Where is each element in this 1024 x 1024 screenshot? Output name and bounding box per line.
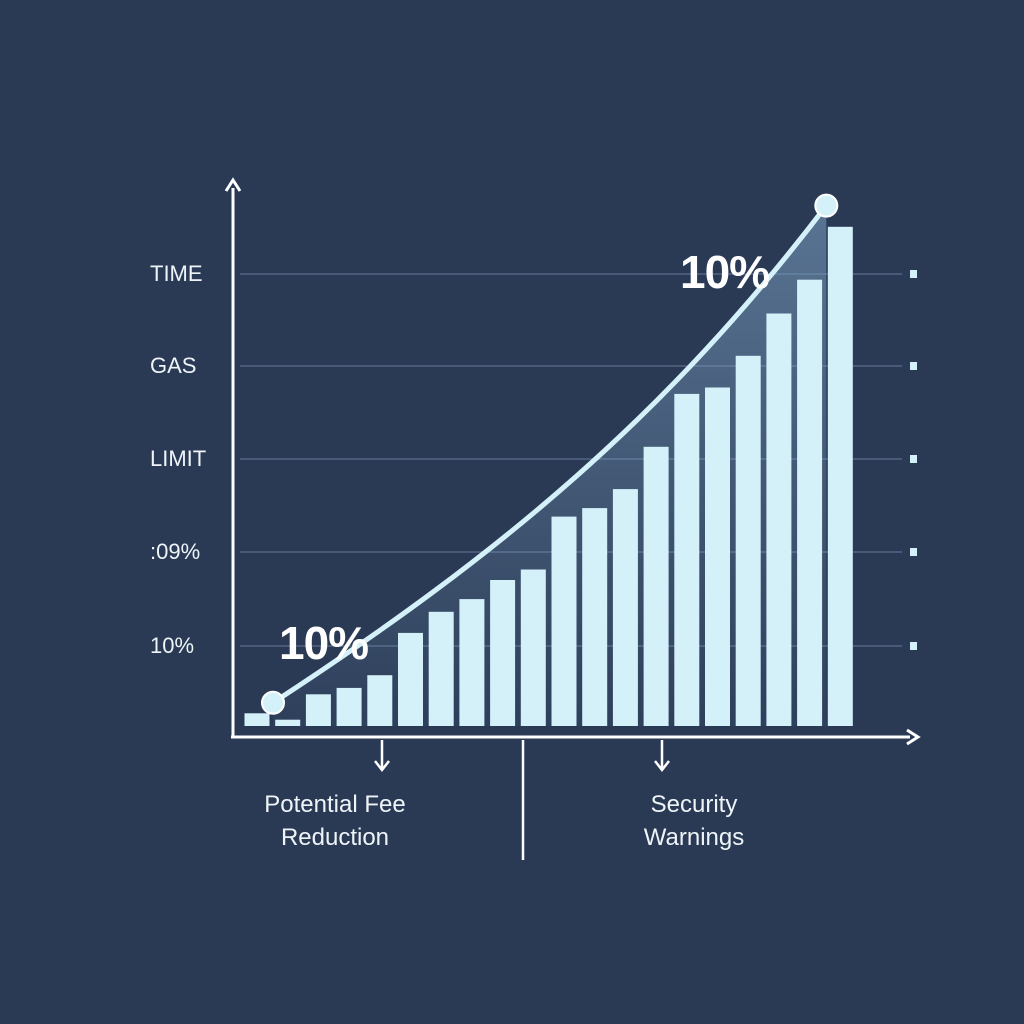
bar-16 xyxy=(705,387,730,726)
callout-fee-line2: Reduction xyxy=(280,824,390,851)
trend-line xyxy=(270,203,829,706)
x-axis-arrow xyxy=(906,728,921,746)
bar-7 xyxy=(428,611,454,726)
annotation-upper: 10% xyxy=(680,246,770,298)
callout-fee-line1: Potential Fee xyxy=(264,791,406,818)
axes xyxy=(224,177,921,860)
y-tick-label-time: TIME xyxy=(150,261,203,286)
callout-security-line1: Security xyxy=(650,791,738,818)
y-tick-label-gas: GAS xyxy=(150,353,197,378)
tick-marker-1 xyxy=(910,270,917,278)
bar-9 xyxy=(490,580,516,726)
y-axis-arrow xyxy=(224,177,242,192)
y-tick-label-09: :09% xyxy=(150,539,201,564)
bar-13 xyxy=(612,489,638,726)
annotation-lower: 10% xyxy=(279,617,369,669)
right-tick-markers xyxy=(910,270,917,650)
callout-security-line2: Warnings xyxy=(643,824,745,851)
bar-8 xyxy=(459,599,485,726)
bar-14 xyxy=(643,446,669,726)
bar-19 xyxy=(797,279,823,726)
bar-1 xyxy=(244,713,270,726)
callout-security-warnings: Security Warnings xyxy=(564,788,824,854)
bar-15 xyxy=(674,393,700,726)
bar-2 xyxy=(275,719,301,726)
bar-18 xyxy=(766,313,792,726)
y-tick-label-10: 10% xyxy=(150,633,195,658)
bar-10 xyxy=(520,569,546,726)
bars xyxy=(244,226,853,727)
bar-4 xyxy=(336,687,362,726)
bar-3 xyxy=(305,694,331,726)
trend-line-group xyxy=(261,193,839,715)
bar-20 xyxy=(827,226,853,727)
tick-marker-2 xyxy=(910,362,917,370)
tick-marker-5 xyxy=(910,642,917,650)
y-tick-label-limit: LIMIT xyxy=(150,446,207,471)
bar-11 xyxy=(551,516,577,726)
tick-marker-4 xyxy=(910,548,917,556)
callout-arrow-head-2 xyxy=(654,760,670,773)
trend-start-marker xyxy=(261,690,285,715)
bar-5 xyxy=(367,675,393,726)
bar-12 xyxy=(582,508,608,726)
tick-marker-3 xyxy=(910,455,917,463)
bar-6 xyxy=(398,632,423,726)
trend-end-marker xyxy=(814,193,839,218)
callout-arrow-head-1 xyxy=(374,760,390,773)
bar-17 xyxy=(735,355,761,726)
callout-fee-reduction: Potential Fee Reduction xyxy=(205,788,465,854)
